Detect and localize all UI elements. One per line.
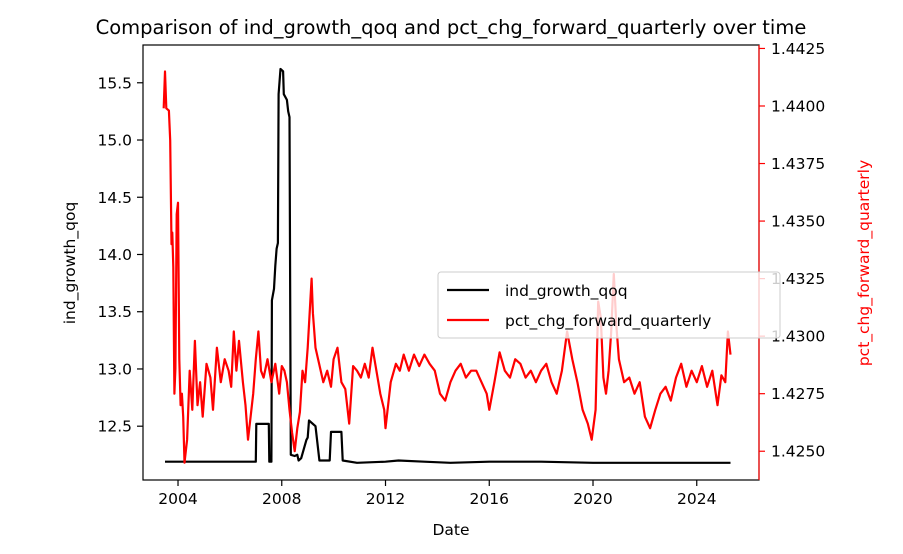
- y-right-tick-label: 1.4300: [771, 328, 825, 346]
- x-tick-label: 2008: [262, 490, 301, 508]
- y-left-tick-label: 14.0: [97, 246, 132, 264]
- y-axis-right-label: pct_chg_forward_quarterly: [855, 160, 874, 366]
- x-axis: 2004 2008 2012 2016 2020 2024: [158, 480, 716, 508]
- y-right-tick-label: 1.4350: [771, 213, 825, 231]
- y-left-tick-label: 14.5: [97, 189, 132, 207]
- y-left-tick-label: 15.5: [97, 74, 132, 92]
- y-axis-left: 12.5 13.0 13.5 14.0 14.5 15.0 15.5: [97, 74, 143, 436]
- legend-label-ind-growth: ind_growth_qoq: [505, 282, 628, 301]
- y-left-tick-label: 15.0: [97, 132, 132, 150]
- x-tick-label: 2012: [366, 490, 405, 508]
- y-right-tick-label: 1.4375: [771, 155, 825, 173]
- x-axis-label: Date: [432, 521, 469, 539]
- legend-label-pct-chg: pct_chg_forward_quarterly: [505, 312, 711, 331]
- y-left-tick-label: 12.5: [97, 418, 132, 436]
- legend-box: [437, 271, 781, 339]
- y-axis-left-label: ind_growth_qoq: [61, 202, 80, 325]
- y-right-tick-label: 1.4275: [771, 385, 825, 403]
- plot-area: [142, 44, 760, 481]
- y-left-tick-label: 13.5: [97, 303, 132, 321]
- y-right-tick-label: 1.4400: [771, 97, 825, 115]
- x-tick-label: 2016: [470, 490, 509, 508]
- x-tick-label: 2024: [677, 490, 716, 508]
- x-tick-label: 2020: [573, 490, 612, 508]
- y-left-tick-label: 13.0: [97, 360, 132, 378]
- y-axis-right: 1.4250 1.4275 1.4300 1.4325 1.4350 1.4375 1.44…: [758, 40, 825, 480]
- x-tick-label: 2004: [158, 490, 197, 508]
- chart-title: Comparison of ind_growth_qoq and pct_chg…: [96, 16, 807, 39]
- y-right-tick-label: 1.4250: [771, 443, 825, 461]
- series-line-ind-growth: [165, 67, 731, 464]
- y-right-tick-label: 1.4425: [771, 40, 825, 58]
- series-line-pct-chg: [162, 70, 732, 464]
- y-right-tick-label: 1.4325: [771, 270, 825, 288]
- series-layer: [162, 67, 732, 464]
- legend: ind_growth_qoq pct_chg_forward_quarterly: [437, 271, 781, 339]
